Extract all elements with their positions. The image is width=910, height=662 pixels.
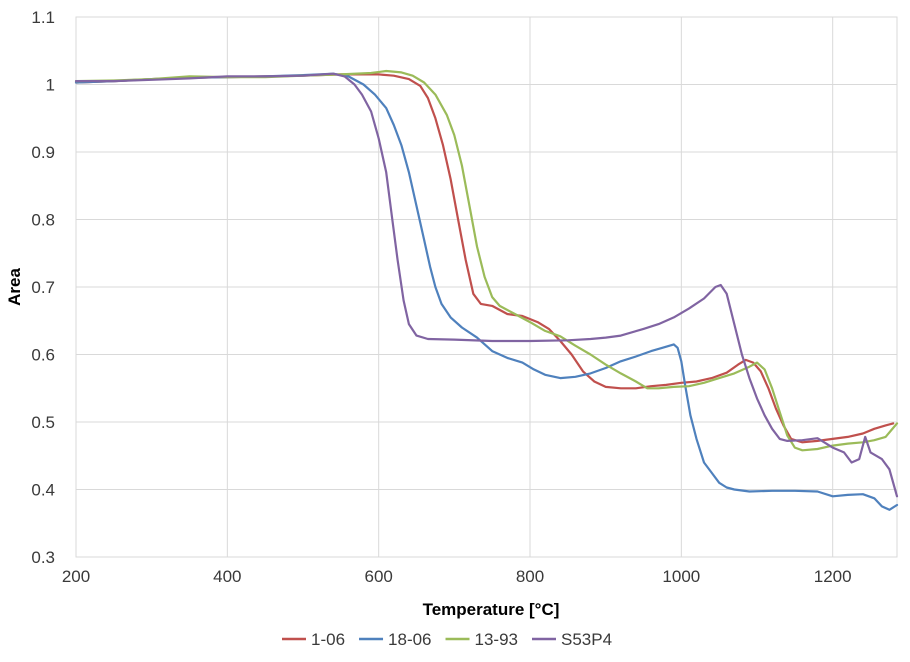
legend-label: 1-06 bbox=[311, 630, 345, 649]
x-tick-label: 800 bbox=[516, 567, 544, 586]
plot-area-frame bbox=[75, 16, 898, 558]
y-axis-title: Area bbox=[5, 268, 24, 306]
y-tick-label: 0.9 bbox=[31, 143, 55, 162]
y-tick-label: 0.5 bbox=[31, 413, 55, 432]
legend-label: 13-93 bbox=[475, 630, 518, 649]
legend-item: 18-06 bbox=[359, 630, 432, 649]
legend-item: 13-93 bbox=[445, 630, 518, 649]
legend-item: 1-06 bbox=[282, 630, 345, 649]
legend-label: 18-06 bbox=[388, 630, 431, 649]
horizontal-gridlines bbox=[76, 16, 897, 558]
legend-item: S53P4 bbox=[532, 630, 612, 649]
legend: 1-06 18-06 13-93 S53P4 bbox=[282, 630, 612, 649]
x-axis-ticks: 200 400 600 800 1000 1200 bbox=[62, 567, 852, 586]
x-tick-label: 1000 bbox=[662, 567, 700, 586]
x-tick-label: 600 bbox=[364, 567, 392, 586]
series-line-s53p4 bbox=[74, 72, 899, 498]
x-axis-title: Temperature [°C] bbox=[423, 600, 560, 619]
x-tick-label: 1200 bbox=[814, 567, 852, 586]
x-tick-label: 400 bbox=[213, 567, 241, 586]
y-tick-label: 0.4 bbox=[31, 481, 55, 500]
series-line-13-93 bbox=[74, 69, 899, 452]
y-tick-label: 0.8 bbox=[31, 211, 55, 230]
series-layer bbox=[74, 69, 899, 511]
x-tick-label: 200 bbox=[62, 567, 90, 586]
series-line-18-06 bbox=[74, 72, 899, 511]
y-tick-label: 1 bbox=[46, 76, 55, 95]
y-tick-label: 0.3 bbox=[31, 548, 55, 567]
y-tick-label: 1.1 bbox=[31, 8, 55, 27]
y-axis-ticks: 0.3 0.4 0.5 0.6 0.7 0.8 0.9 1 1.1 bbox=[31, 8, 55, 567]
legend-label: S53P4 bbox=[561, 630, 612, 649]
y-tick-label: 0.7 bbox=[31, 278, 55, 297]
y-tick-label: 0.6 bbox=[31, 346, 55, 365]
